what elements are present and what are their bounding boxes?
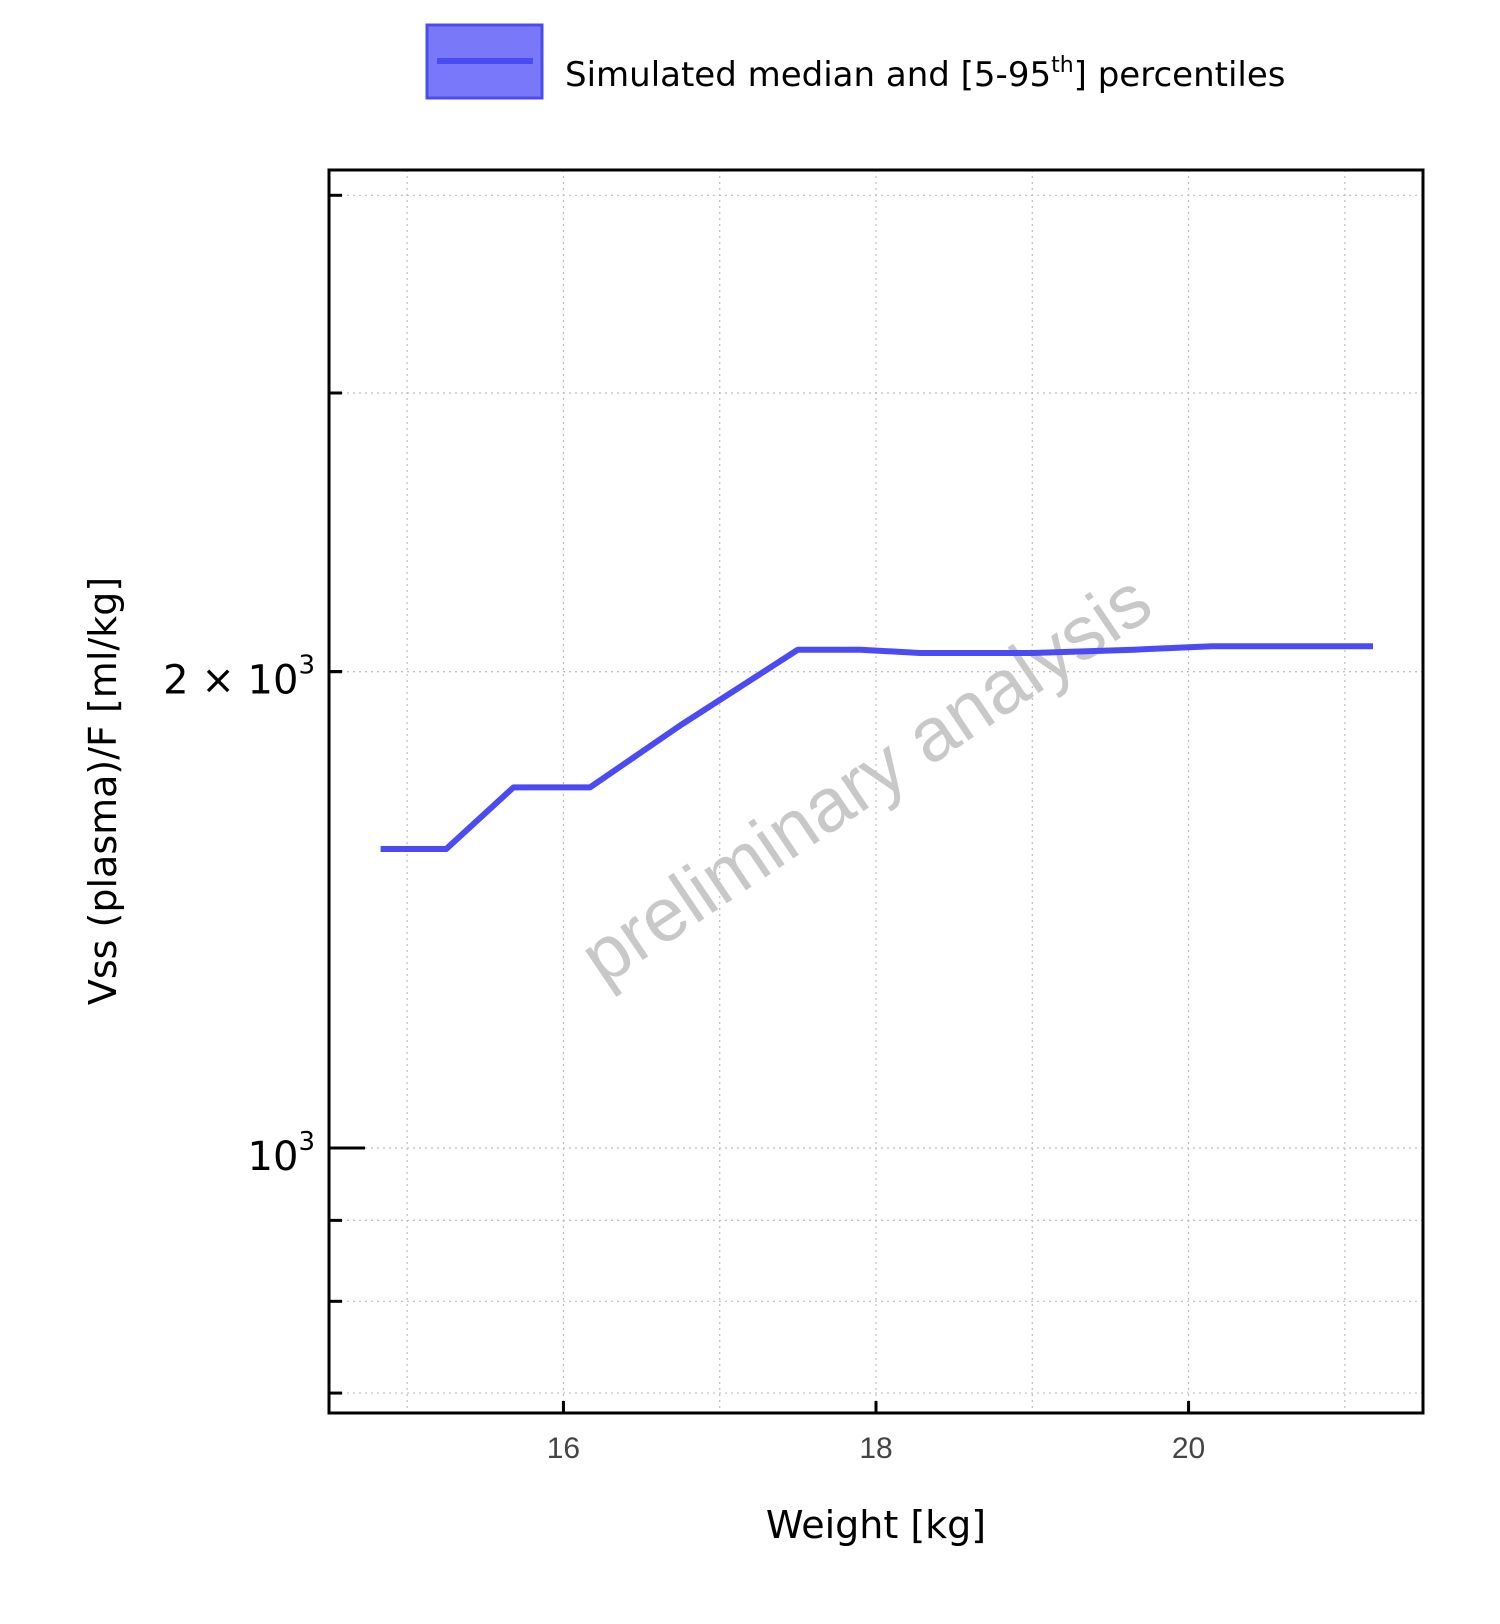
y-axis-title: Vss (plasma)/F [ml/kg] xyxy=(81,577,125,1005)
x-axis: 16 18 20 xyxy=(547,1401,1205,1465)
watermark: preliminary analysis xyxy=(565,557,1166,1001)
legend-label-superscript: th xyxy=(1051,53,1074,78)
legend-label-end: ] percentiles xyxy=(1074,55,1286,95)
series-line-median xyxy=(380,643,1373,852)
legend-label: Simulated median and [5-95th] percentile… xyxy=(565,53,1285,95)
legend-label-main: Simulated median and [5-95 xyxy=(565,55,1051,95)
x-tick-label: 18 xyxy=(859,1432,892,1465)
legend: Simulated median and [5-95th] percentile… xyxy=(425,23,1285,100)
series-layer xyxy=(380,643,1373,852)
grid xyxy=(329,170,1423,1413)
y-axis: 103 2 × 103 xyxy=(163,193,365,1395)
y-tick-label: 103 xyxy=(248,1127,315,1180)
x-tick-label: 16 xyxy=(547,1432,580,1465)
y-tick-label: 2 × 103 xyxy=(163,651,315,704)
x-tick-label: 20 xyxy=(1172,1432,1205,1465)
x-axis-title: Weight [kg] xyxy=(766,1503,986,1547)
plot-area: preliminary analysis 103 2 × 103 16 18 20 xyxy=(163,168,1425,1465)
